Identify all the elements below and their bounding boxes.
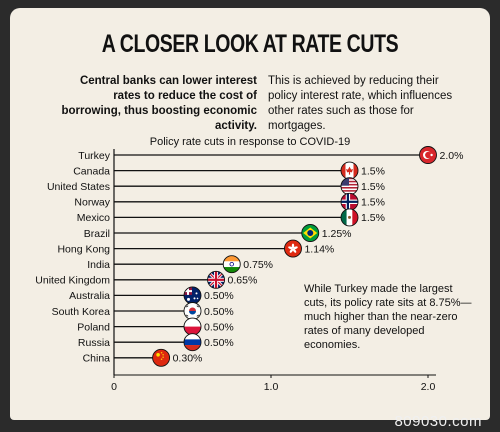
china-flag-icon	[152, 348, 171, 367]
watermark: 809030.com	[394, 413, 482, 430]
category-label: Canada	[73, 165, 110, 177]
category-label: China	[83, 353, 111, 365]
value-label: 0.50%	[204, 321, 234, 333]
russia-flag-icon	[183, 333, 202, 352]
x-tick-label: 2.0	[421, 381, 436, 393]
value-label: 1.5%	[361, 197, 385, 209]
south-korea-flag-icon	[183, 302, 202, 320]
category-label: India	[87, 259, 110, 271]
category-label: Australia	[69, 290, 110, 302]
category-label: Hong Kong	[57, 243, 110, 255]
x-tick-label: 1.0	[264, 381, 279, 393]
rate-cuts-chart: Turkey 2.0% Canada 1.5% United States 1.5% Nor…	[35, 146, 464, 393]
value-label: 0.75%	[243, 259, 273, 271]
brazil-flag-icon	[301, 224, 320, 242]
hongkong-flag-icon	[284, 239, 302, 258]
value-label: 1.25%	[322, 228, 352, 240]
category-label: Turkey	[78, 150, 110, 162]
value-label: 0.50%	[204, 337, 234, 349]
category-label: Poland	[77, 321, 110, 333]
turkey-annotation: While Turkey made the largest cuts, its …	[304, 283, 472, 351]
category-label: Norway	[74, 197, 110, 209]
category-label: Brazil	[84, 228, 110, 240]
x-tick-label: 0	[111, 381, 117, 393]
infographic-title: A CLOSER LOOK AT RATE CUTS	[101, 30, 399, 58]
category-label: United States	[47, 181, 110, 193]
norway-flag-icon	[340, 192, 359, 211]
value-label: 0.50%	[204, 306, 234, 318]
infographic-card: A CLOSER LOOK AT RATE CUTS Central banks…	[10, 8, 490, 420]
category-label: South Korea	[52, 306, 111, 318]
value-label: 1.5%	[361, 181, 385, 193]
canada-flag-icon	[340, 161, 359, 180]
value-label: 0.50%	[204, 290, 234, 302]
category-label: United Kingdom	[35, 275, 110, 287]
lead-text: Central banks can lower interest rates t…	[61, 75, 258, 132]
value-label: 0.30%	[173, 353, 203, 365]
uk-flag-icon	[207, 270, 226, 289]
value-label: 1.5%	[361, 212, 385, 224]
category-label: Mexico	[77, 212, 110, 224]
india-flag-icon	[222, 255, 241, 274]
mexico-flag-icon	[340, 208, 359, 227]
side-text: This is achieved by reducing their polic…	[268, 75, 453, 132]
value-label: 2.0%	[440, 150, 464, 162]
turkey-flag-icon	[419, 146, 437, 164]
value-label: 1.14%	[304, 243, 334, 255]
chart-title: Policy rate cuts in response to COVID-19	[149, 136, 351, 148]
category-label: Russia	[78, 337, 110, 349]
australia-flag-icon	[183, 286, 202, 305]
value-label: 0.65%	[228, 275, 258, 287]
value-label: 1.5%	[361, 165, 385, 177]
us-flag-icon	[340, 177, 359, 196]
poland-flag-icon	[183, 317, 202, 336]
